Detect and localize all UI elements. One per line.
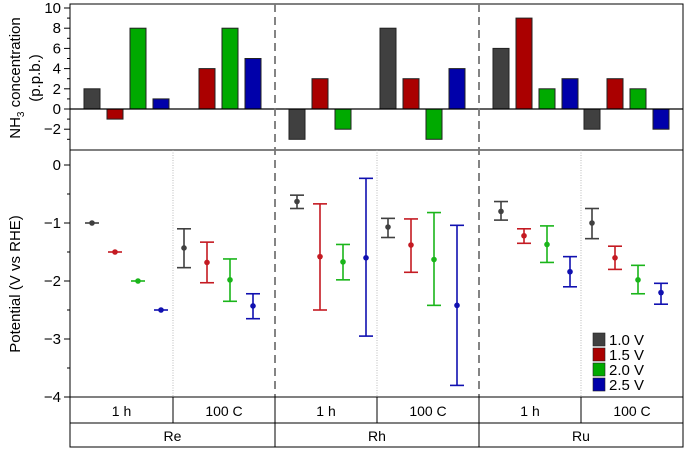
bar [492,47,510,110]
legend-label: 2.5 V [609,377,644,394]
condition-label: 100 C [409,403,446,419]
legend-swatch [592,332,606,347]
y-tick-label: −2 [44,121,61,138]
data-point [658,289,664,296]
y-tick-label: 6 [53,40,61,57]
data-point [250,303,256,309]
metal-label: Ru [572,428,590,444]
legend-label: 1.5 V [609,347,644,364]
bar [515,17,533,110]
data-point [317,253,323,260]
bar [106,108,124,120]
data-point [135,278,141,284]
data-point [408,242,414,248]
y-tick-label: 2 [53,81,61,98]
data-point [612,254,618,261]
data-point [385,224,391,230]
bar [402,78,420,110]
data-point [544,241,550,248]
bar [561,78,579,110]
data-point [363,254,369,261]
condition-label: 100 C [205,403,242,419]
y-tick-label: 0 [53,101,61,118]
y-tick-label: 10 [44,0,61,17]
top-y-axis-label: NH3 concentration [7,17,27,138]
condition-label: 1 h [316,403,335,419]
condition-label: 1 h [520,403,539,419]
data-point [158,307,164,313]
data-point [181,245,187,251]
data-point [204,259,210,266]
bar [129,27,147,110]
bar [198,68,216,110]
data-point [454,302,460,309]
legend-swatch [592,347,606,362]
bar [379,27,397,110]
bar [288,108,306,140]
bar [538,88,556,110]
bar [221,27,239,110]
data-point [589,220,595,226]
bar [83,88,101,110]
bar [583,108,601,130]
legend-label: 2.0 V [609,362,644,379]
potential-panel: 0 −1 −2 −3 −4 1.0 V1.5 V2.0 V2.5 V [44,149,684,406]
bar [629,88,647,110]
y-tick-label: 4 [53,61,61,78]
legend-label: 1.0 V [609,332,644,349]
top-y-axis-unit: (p.p.b.) [27,54,44,102]
bar [152,98,170,110]
data-point [89,220,95,226]
y-tick-label: −3 [44,331,61,348]
bottom-y-axis-label: Potential (V vs RHE) [7,215,24,353]
data-point [521,232,527,239]
data-point [498,208,504,215]
data-point [340,259,346,265]
category-axis: 1 h 100 C 1 h 100 C 1 h 100 C Re Rh Ru [69,4,684,448]
bar [311,78,329,110]
bar [448,68,466,110]
y-tick-label: −1 [44,215,61,232]
bottom-plot-frame [69,149,684,398]
condition-label: 100 C [613,403,650,419]
bar [652,108,670,130]
y-tick-label: 8 [53,20,61,37]
data-point [431,256,437,263]
data-point [635,277,641,283]
data-point [112,249,118,255]
bar [425,108,443,140]
metal-label: Rh [368,428,386,444]
bar [606,78,624,110]
bar [334,108,352,130]
legend-swatch [592,377,606,392]
y-tick-label: −2 [44,273,61,290]
concentration-panel: −2 0 2 4 6 8 10 [44,0,684,151]
condition-label: 1 h [112,403,131,419]
metal-label: Re [164,428,182,444]
y-tick-label: 0 [53,157,61,174]
legend-swatch [592,362,606,377]
y-tick-label: −4 [44,389,61,406]
data-point [567,268,573,275]
data-point [227,277,233,283]
bar [244,58,262,110]
data-point [294,198,300,205]
